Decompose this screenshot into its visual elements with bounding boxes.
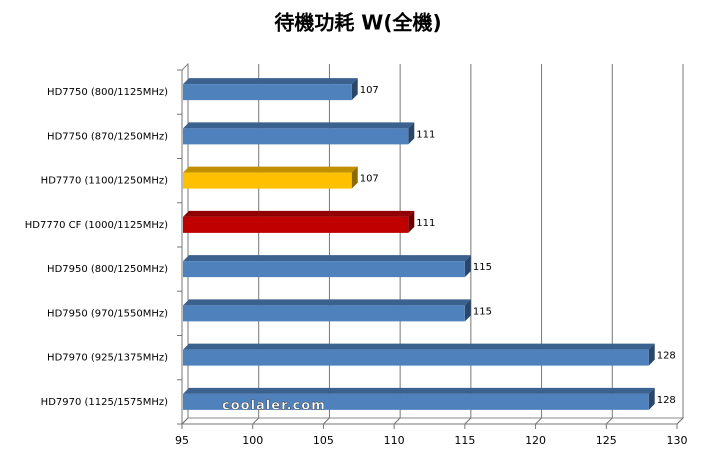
grid-line — [323, 417, 330, 425]
bar-end — [408, 122, 415, 145]
y-tick-label: HD7750 (800/1125MHz) — [47, 87, 168, 98]
bar-end — [408, 210, 415, 233]
bar-end — [464, 299, 471, 322]
value-label: 111 — [416, 218, 435, 229]
value-label: 128 — [657, 395, 676, 406]
bar-end — [464, 255, 471, 278]
value-label: 107 — [360, 85, 379, 96]
x-tick-label: 100 — [242, 434, 263, 447]
bar-top — [183, 343, 655, 350]
bar-end — [648, 343, 655, 366]
bar-top — [183, 78, 358, 85]
bar-end — [351, 166, 358, 189]
bar-end — [648, 387, 655, 410]
y-tick-label: HD7770 (1100/1250MHz) — [41, 176, 168, 187]
bar — [183, 305, 465, 322]
x-tick-label: 105 — [313, 434, 334, 447]
x-tick-label: 130 — [667, 434, 688, 447]
bar — [183, 216, 409, 233]
x-tick-label: 95 — [175, 434, 189, 447]
x-tick-label: 115 — [454, 434, 475, 447]
value-label: 115 — [473, 262, 492, 273]
y-tick-label: HD7750 (870/1250MHz) — [47, 131, 168, 142]
bar — [183, 261, 465, 278]
grid-line — [535, 417, 542, 425]
watermark: coolaler.com — [222, 399, 326, 414]
value-label: 115 — [473, 306, 492, 317]
value-label: 128 — [657, 351, 676, 362]
y-tick-label: HD7770 CF (1000/1125MHz) — [25, 220, 168, 231]
x-tick-label: 125 — [596, 434, 617, 447]
bar — [183, 84, 352, 101]
y-tick-label: HD7950 (970/1550MHz) — [47, 308, 168, 319]
grid-line — [605, 417, 613, 425]
chart-title: 待機功耗 W(全機) — [274, 11, 441, 35]
bar-top — [183, 166, 358, 173]
bar — [183, 172, 352, 189]
bar — [183, 128, 409, 145]
y-tick-label: HD7950 (800/1250MHz) — [47, 264, 168, 275]
value-label: 107 — [360, 174, 379, 185]
grid-line — [181, 417, 189, 425]
grid-line — [393, 417, 401, 425]
bar-top — [183, 387, 655, 394]
x-tick-label: 110 — [384, 434, 405, 447]
bar — [183, 393, 649, 410]
bar-top — [183, 122, 415, 129]
grid-line — [252, 417, 260, 425]
bar-top — [183, 210, 415, 217]
bar-top — [183, 299, 471, 306]
grid-line — [464, 417, 472, 425]
x-tick-label: 120 — [525, 434, 546, 447]
grid-line — [676, 417, 684, 425]
value-label: 111 — [416, 129, 435, 140]
bar-end — [351, 78, 358, 101]
bar — [183, 349, 649, 366]
bar-top — [183, 255, 471, 262]
y-tick-label: HD7970 (1125/1575MHz) — [41, 397, 168, 408]
y-tick-label: HD7970 (925/1375MHz) — [47, 353, 168, 364]
left-wall — [181, 62, 189, 426]
